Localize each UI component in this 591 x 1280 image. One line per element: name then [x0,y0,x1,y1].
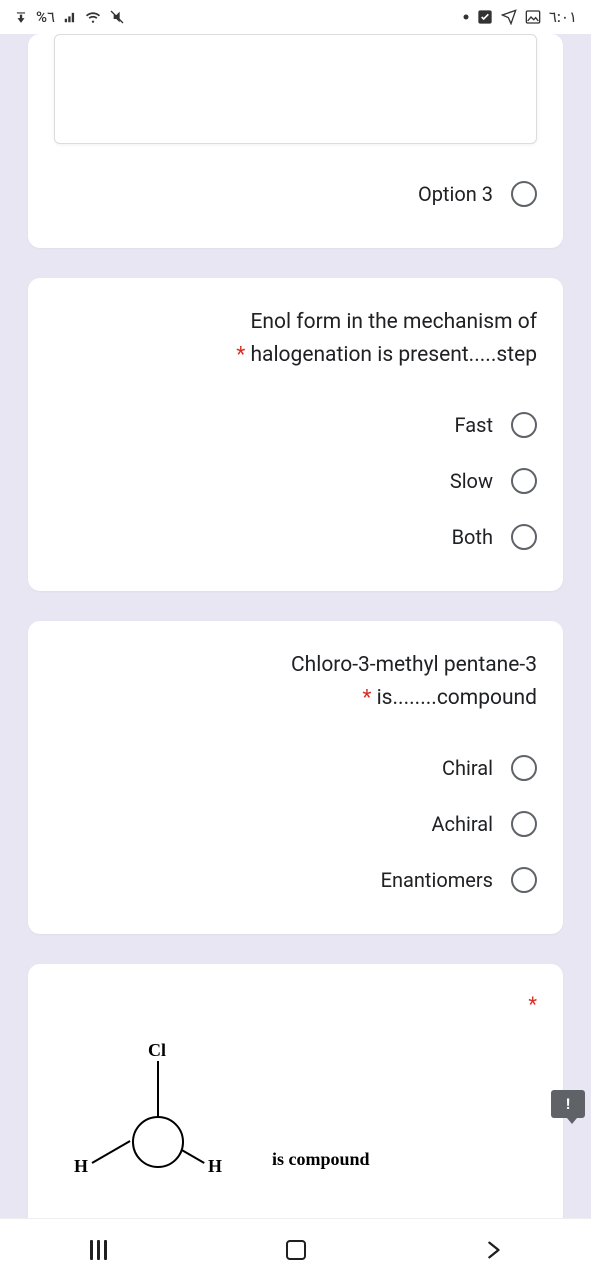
option-label: Option 3 [418,182,493,206]
question-card-enol: Enol form in the mechanism of * halogena… [28,278,563,591]
option-row-slow[interactable]: Slow [54,453,537,509]
title-line2: is........compound [377,686,537,710]
android-nav-bar [0,1218,591,1280]
atom-label-h2: H [208,1156,222,1177]
radio-unchecked[interactable] [511,468,537,494]
molecule-caption: is compound [272,1149,370,1188]
status-time: ٦:٠١ [549,8,577,26]
option-row-fast[interactable]: Fast [54,397,537,453]
image-icon [525,9,541,25]
feedback-icon: ! [566,1095,570,1113]
dot-icon [463,14,469,20]
atom-label-cl: Cl [148,1040,166,1061]
title-line1: Chloro-3-methyl pentane-3 [291,653,537,677]
option-label: Enantiomers [381,868,493,892]
question-card-chloro: Chloro-3-methyl pentane-3 * is........co… [28,621,563,934]
option-label: Fast [455,413,493,437]
mute-icon [109,9,125,25]
atom-label-h1: H [74,1156,88,1177]
download-icon [14,10,28,24]
question-card-prev: Option 3 [28,34,563,248]
option-row-achiral[interactable]: Achiral [54,796,537,852]
radio-unchecked[interactable] [511,867,537,893]
status-right: ٦:٠١ [463,8,577,26]
molecule-diagram: Cl H H [74,1028,244,1188]
question-title: Enol form in the mechanism of * halogena… [54,306,537,371]
status-left: %٦ [14,8,125,26]
wifi-icon [85,10,101,24]
option-row-enantiomers[interactable]: Enantiomers [54,852,537,908]
nav-home-button[interactable] [256,1240,336,1260]
status-bar: %٦ ٦:٠١ [0,0,591,34]
recents-icon [90,1240,107,1260]
send-icon [501,9,517,25]
radio-unchecked[interactable] [511,755,537,781]
option-label: Chiral [442,756,493,780]
option-row-option3[interactable]: Option 3 [54,166,537,222]
title-line1: Enol form in the mechanism of [250,310,537,334]
question-image-placeholder [54,34,537,144]
option-row-both[interactable]: Both [54,509,537,565]
bond-h2 [180,1148,205,1164]
back-icon [482,1239,504,1261]
required-mark: * [362,686,371,710]
atom-center [132,1116,184,1168]
required-mark: * [236,343,245,367]
nav-back-button[interactable] [453,1239,533,1261]
battery-percent-label: %٦ [36,8,55,26]
bond-cl [157,1061,159,1117]
signal-icon [63,10,77,24]
home-icon [286,1240,306,1260]
question-card-molecule: * Cl H H is compound [28,964,563,1218]
option-label: Slow [450,469,493,493]
check-icon [477,9,493,25]
required-mark: * [54,992,537,1016]
molecule-figure: Cl H H is compound [54,1028,537,1188]
feedback-button[interactable]: ! [551,1090,585,1118]
option-label: Both [452,525,493,549]
radio-unchecked[interactable] [511,412,537,438]
form-content: Option 3 Enol form in the mechanism of *… [0,34,591,1218]
radio-unchecked[interactable] [511,811,537,837]
radio-unchecked[interactable] [511,524,537,550]
nav-recents-button[interactable] [59,1240,139,1260]
option-label: Achiral [431,812,493,836]
title-line2: halogenation is present.....step [250,343,537,367]
question-title: Chloro-3-methyl pentane-3 * is........co… [54,649,537,714]
option-row-chiral[interactable]: Chiral [54,740,537,796]
bond-h1 [92,1140,131,1164]
radio-unchecked[interactable] [511,181,537,207]
